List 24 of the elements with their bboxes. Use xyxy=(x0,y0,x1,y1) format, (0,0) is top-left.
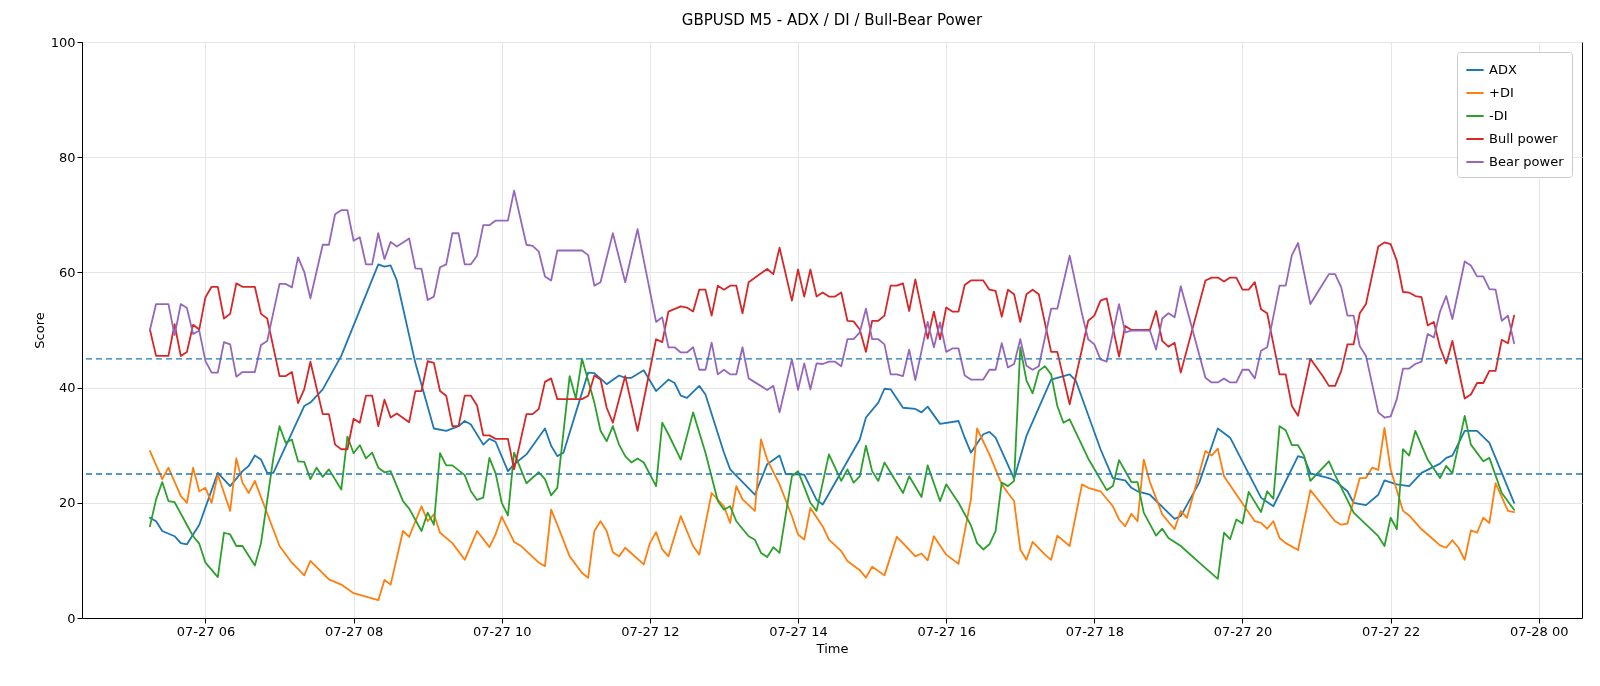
x-tick-label: 07-28 00 xyxy=(1510,623,1569,639)
x-tick-label: 07-27 08 xyxy=(324,623,384,639)
legend-label: Bear power xyxy=(1489,154,1565,169)
y-tick-label: 100 xyxy=(50,34,76,50)
x-tick-label: 07-27 14 xyxy=(769,623,828,639)
x-tick-label: 07-27 16 xyxy=(917,623,976,639)
y-tick-label: 0 xyxy=(67,610,76,626)
x-tick-label: 07-27 06 xyxy=(176,623,236,639)
y-tick-label: 60 xyxy=(58,264,76,280)
legend-label: ADX xyxy=(1489,62,1517,77)
legend-label: Bull power xyxy=(1489,131,1559,146)
y-tick-label: 80 xyxy=(58,149,76,165)
x-tick-label: 07-27 20 xyxy=(1213,623,1273,639)
x-axis-title: Time xyxy=(815,640,849,656)
x-tick-label: 07-27 18 xyxy=(1065,623,1125,639)
chart-title: GBPUSD M5 - ADX / DI / Bull-Bear Power xyxy=(681,11,984,29)
x-tick-label: 07-27 10 xyxy=(473,623,532,639)
y-tick-label: 20 xyxy=(58,495,76,511)
y-axis-title: Score xyxy=(31,312,47,349)
y-tick-label: 40 xyxy=(58,380,76,396)
legend-label: +DI xyxy=(1489,85,1514,100)
x-tick-label: 07-27 12 xyxy=(621,623,680,639)
x-tick-label: 07-27 22 xyxy=(1361,623,1421,639)
legend-label: -DI xyxy=(1489,108,1508,123)
